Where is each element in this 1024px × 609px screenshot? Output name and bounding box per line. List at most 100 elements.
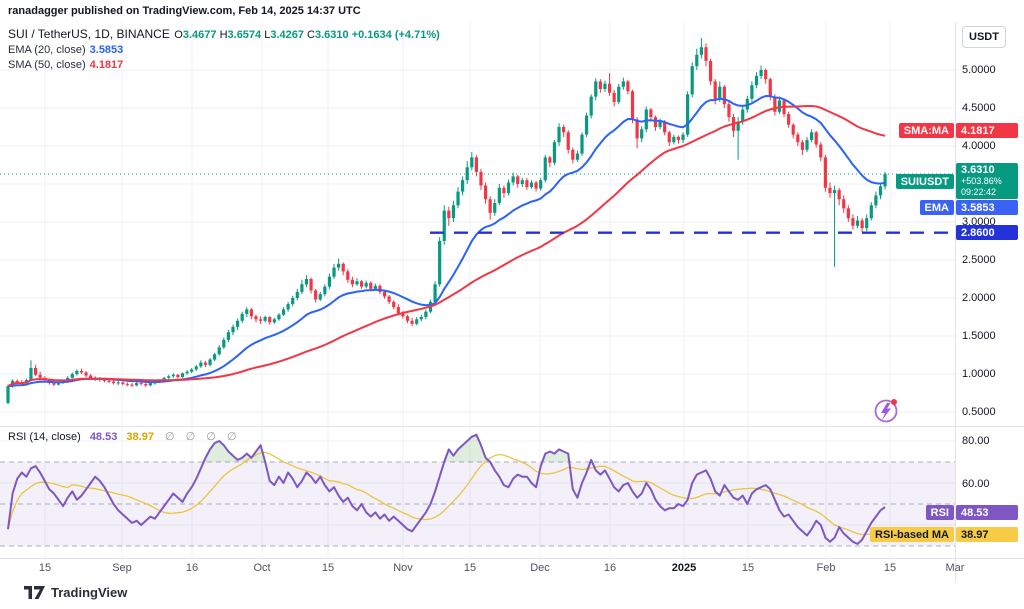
candle — [635, 119, 639, 139]
candle — [589, 96, 593, 116]
candle — [70, 374, 74, 378]
candle — [341, 263, 345, 272]
chart-canvas[interactable] — [0, 22, 955, 558]
time-axis-border — [0, 558, 1024, 559]
candle — [768, 79, 772, 97]
candle — [672, 136, 676, 143]
candle — [419, 317, 423, 320]
ema-label-tag: EMA — [919, 200, 954, 215]
candle — [281, 309, 286, 315]
price-tick-label: 4.5000 — [962, 102, 996, 114]
candle — [295, 291, 299, 298]
candle — [695, 54, 699, 67]
candle — [231, 326, 235, 333]
tradingview-logo-icon — [24, 586, 45, 599]
candle — [203, 362, 208, 365]
candle — [534, 182, 538, 189]
candle — [323, 286, 327, 295]
candle — [364, 282, 368, 287]
candle — [704, 47, 708, 61]
candle — [777, 100, 782, 112]
candle — [438, 241, 442, 285]
candle — [580, 134, 584, 154]
candle — [658, 121, 662, 127]
candle — [814, 132, 818, 145]
candle — [800, 142, 805, 150]
candle — [823, 157, 827, 188]
candle — [254, 316, 258, 320]
candle — [213, 354, 217, 360]
symbol-price-label-tag: SUIUSDT — [895, 174, 954, 189]
candle — [644, 109, 648, 130]
candle — [199, 362, 203, 367]
price-tick-label: 5.0000 — [962, 64, 996, 76]
candle — [332, 267, 336, 277]
candle — [304, 279, 309, 285]
candle — [621, 81, 625, 87]
candle — [33, 367, 38, 375]
candle — [350, 279, 354, 285]
time-tick-label: Sep — [112, 562, 132, 574]
candle — [874, 195, 878, 206]
candle — [676, 136, 681, 140]
candle — [598, 81, 602, 89]
candle — [217, 347, 221, 355]
candle — [855, 220, 860, 226]
sma-line — [7, 105, 886, 388]
candle — [56, 383, 61, 385]
price-tick-label: 1.5000 — [962, 330, 996, 342]
price-tick-label: 2.5000 — [962, 254, 996, 266]
candle — [828, 187, 832, 194]
candle — [686, 94, 690, 135]
pane-separator[interactable] — [0, 426, 1024, 427]
candle — [741, 109, 745, 122]
candle — [337, 263, 341, 268]
candle — [566, 132, 570, 150]
candle — [883, 174, 887, 187]
candle — [653, 117, 658, 127]
candle — [373, 285, 377, 289]
candle — [708, 60, 713, 82]
candle — [75, 370, 79, 374]
price-scale[interactable] — [955, 22, 1024, 582]
candle — [548, 157, 552, 163]
candle — [557, 127, 561, 143]
price-tick-label: 1.0000 — [962, 368, 996, 380]
candle — [617, 86, 621, 102]
support-price-label: 2.8600 — [956, 225, 1018, 240]
price-tick-label: 2.0000 — [962, 292, 996, 304]
time-tick-label: 15 — [883, 562, 897, 574]
flash-marker-icon[interactable] — [874, 399, 898, 423]
candle — [612, 92, 616, 102]
candle — [176, 374, 180, 378]
candle — [713, 81, 717, 99]
rsi-legend-title: RSI (14, close) — [8, 431, 81, 443]
tradingview-logo[interactable]: TradingView — [24, 585, 127, 600]
candle — [667, 132, 671, 143]
candle — [401, 313, 405, 317]
candle — [699, 47, 703, 55]
price-tick-label: 60.00 — [962, 478, 990, 490]
candle — [773, 96, 777, 112]
rsi-legend: RSI (14, close) 48.53 38.97 ∅ ∅ ∅ ∅ — [8, 430, 241, 443]
candle — [851, 218, 855, 226]
candle — [355, 281, 359, 285]
candle — [529, 182, 534, 188]
candle — [502, 187, 506, 194]
candle — [860, 220, 864, 229]
candle — [787, 114, 791, 125]
candle — [359, 281, 364, 287]
candle — [663, 121, 667, 133]
rsi-ma-value-label-tag: RSI-based MA — [870, 527, 954, 542]
candle — [121, 382, 125, 384]
candle — [810, 132, 814, 140]
rsi-ma-value-label: 38.97 — [956, 527, 1018, 542]
candle — [171, 374, 175, 377]
time-tick-label: Mar — [945, 562, 965, 574]
currency-unit-button[interactable]: USDT — [962, 26, 1006, 48]
candle — [832, 190, 837, 194]
candle — [791, 124, 795, 135]
candle — [562, 127, 566, 133]
candle — [249, 309, 253, 317]
